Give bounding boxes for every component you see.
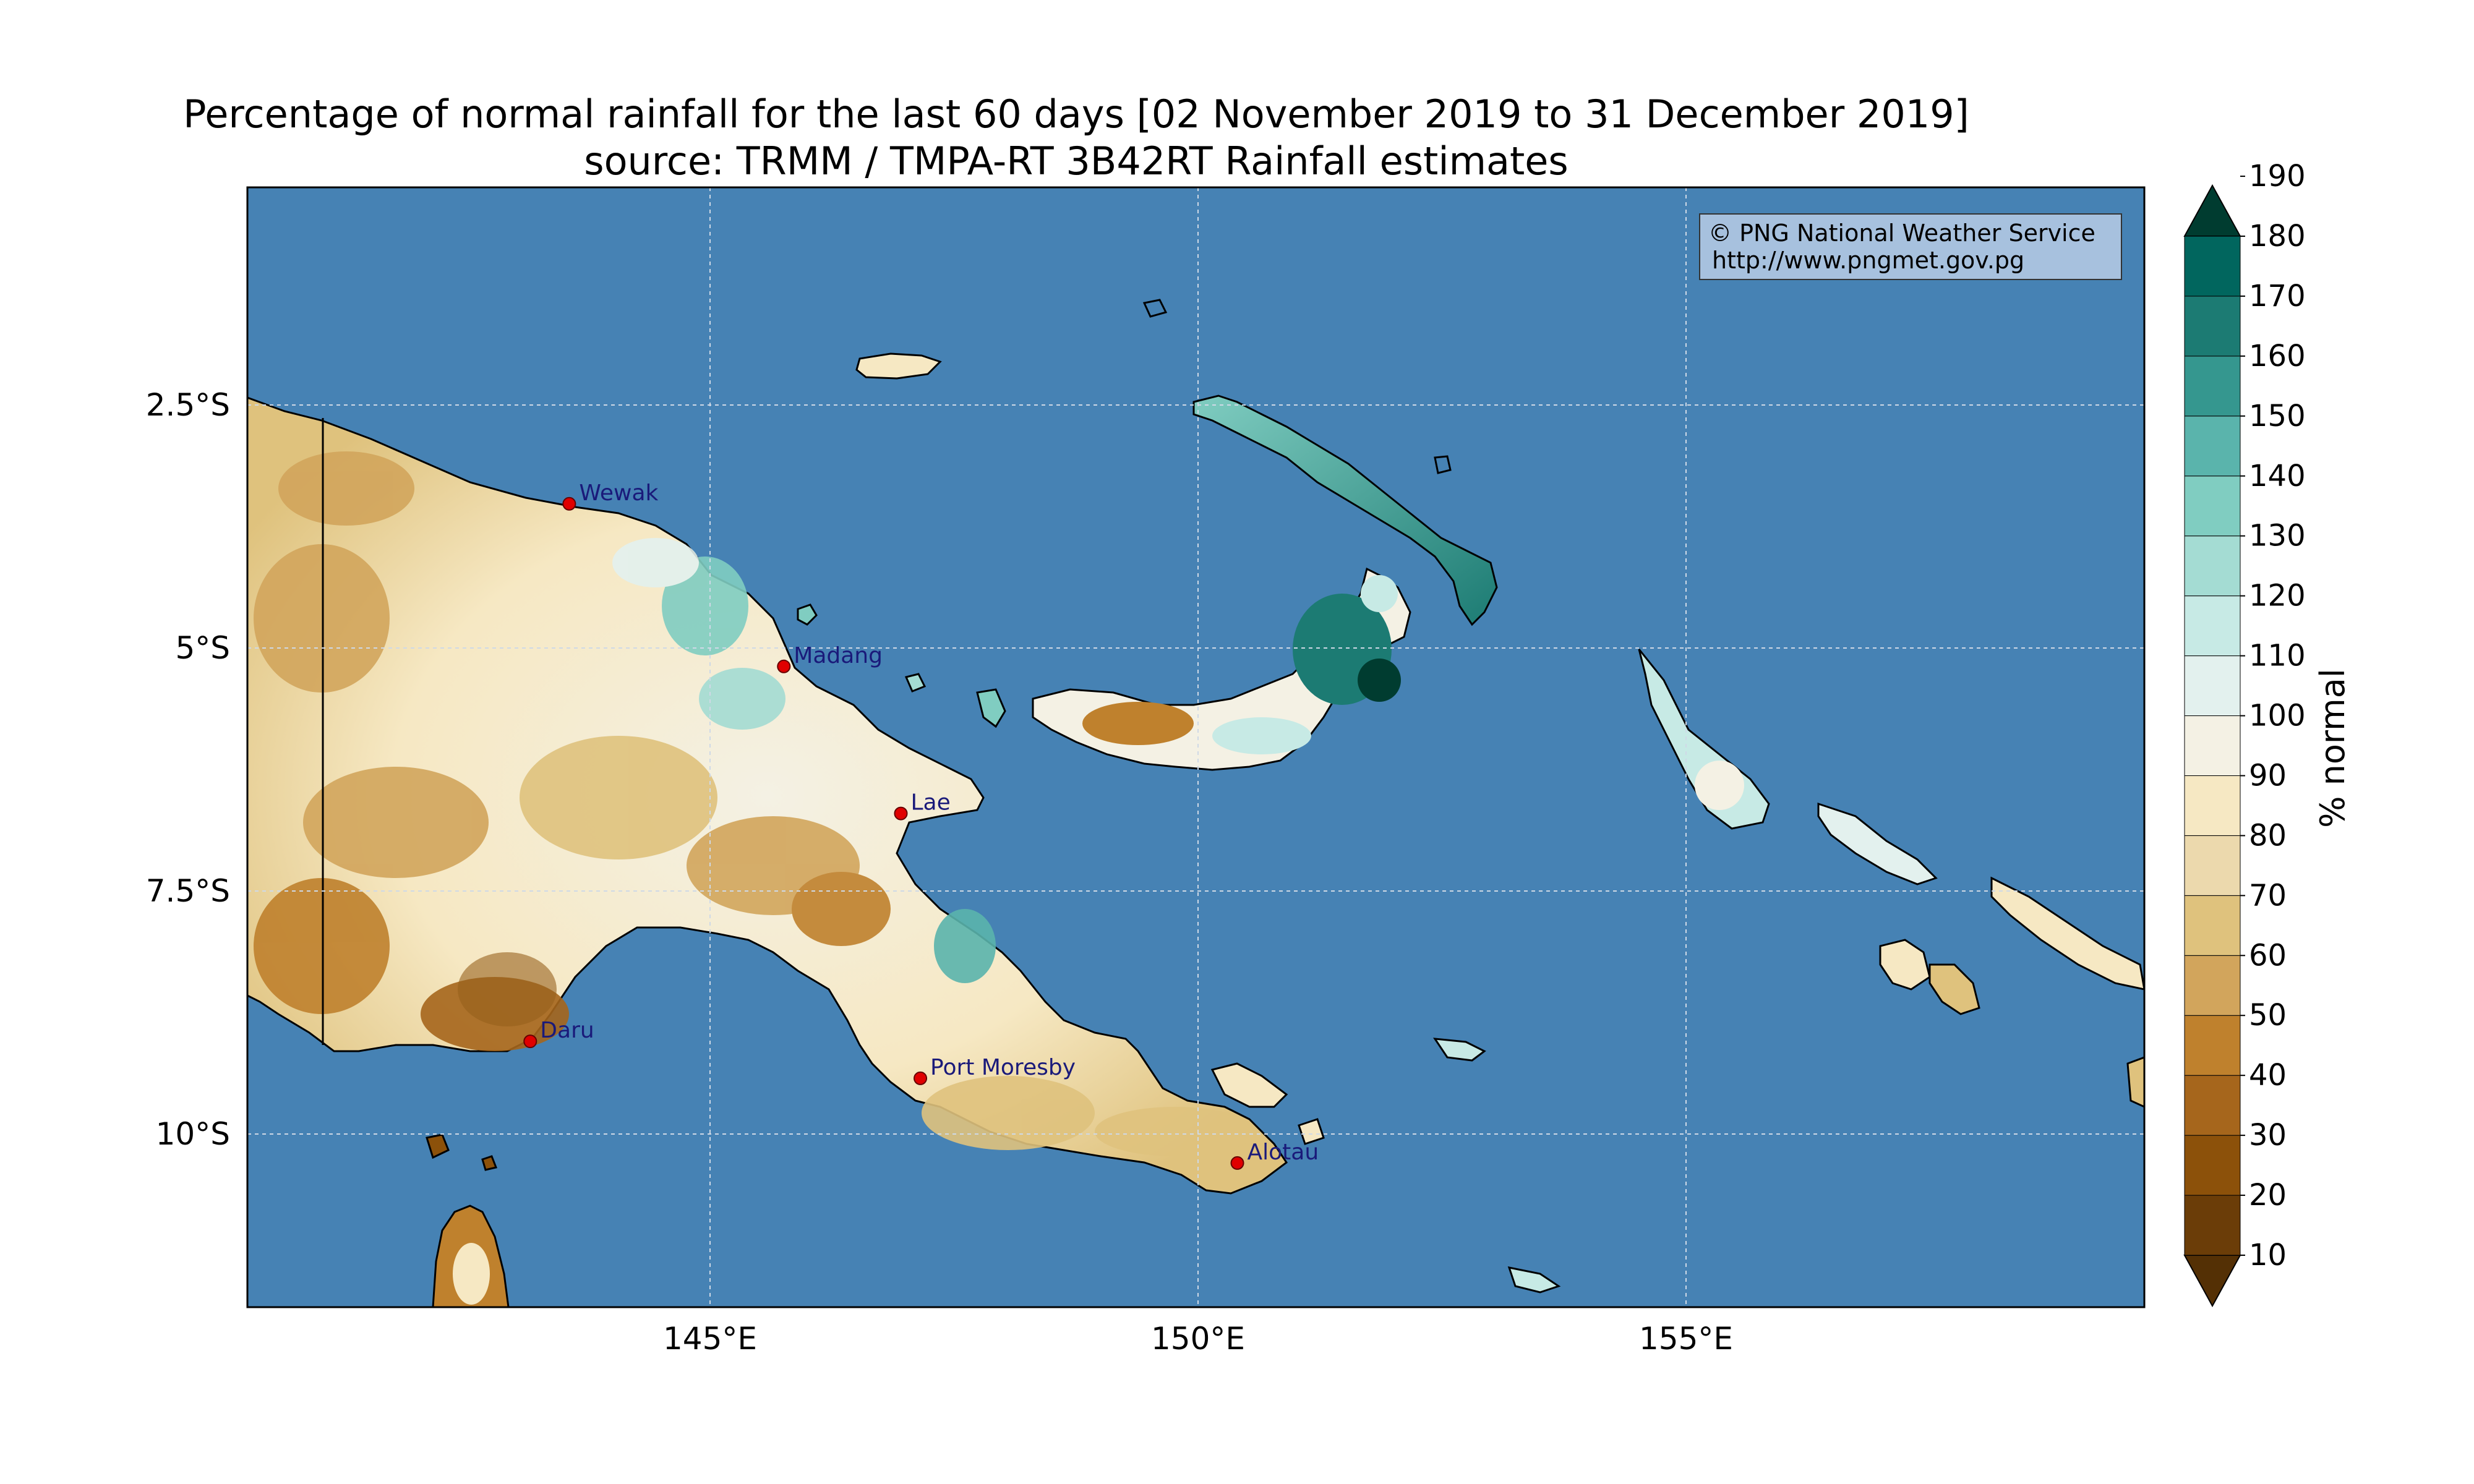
colorbar-segment — [2184, 1015, 2241, 1076]
colorbar-segment — [2184, 296, 2241, 357]
axis-ticks: 145°E 150°E 155°E 2.5°S 5°S 7.5°S 10°S — [146, 387, 1733, 1357]
colorbar-title: % normal — [2313, 668, 2352, 828]
colorbar-tick-label: 130 — [2249, 519, 2306, 553]
colorbar-tick-label: 50 — [2249, 998, 2287, 1033]
city-label: Daru — [540, 1018, 594, 1043]
colorbar-tick-label: 190 — [2249, 159, 2306, 194]
city-label: Alotau — [1248, 1140, 1319, 1165]
colorbar-segment — [2184, 236, 2241, 297]
colorbar-tick-label: 60 — [2249, 938, 2287, 973]
colorbar-tick-label: 160 — [2249, 339, 2306, 373]
mainland-rainfall-shading — [254, 451, 1256, 1156]
new-britain-dry — [1082, 702, 1194, 745]
solomon-isle-1 — [1817, 802, 1938, 885]
colorbar-segment — [2184, 595, 2241, 657]
lat-tick-2-5: 2.5°S — [146, 387, 230, 423]
colorbar-segment — [2184, 1075, 2241, 1136]
colorbar-tick-label: 30 — [2249, 1118, 2287, 1153]
colorbar-segment — [2184, 715, 2241, 776]
city-label: Port Moresby — [930, 1055, 1076, 1080]
colorbar-segment — [2184, 356, 2241, 417]
colorbar-segment — [2184, 416, 2241, 477]
new-ireland — [1192, 394, 1498, 626]
rossel-island — [1507, 1266, 1561, 1294]
city-marker — [523, 1034, 537, 1049]
credit-box: © PNG National Weather Service http://ww… — [1699, 213, 2122, 280]
mussau-island — [1434, 455, 1452, 474]
colorbar-tick-label: 120 — [2249, 579, 2306, 613]
colorbar-tick-label: 10 — [2249, 1238, 2287, 1273]
grid-lines — [247, 187, 2144, 1307]
colorbar-tick-label: 20 — [2249, 1178, 2287, 1213]
lon-tick-150: 150°E — [1151, 1321, 1245, 1357]
woodlark-island — [1432, 1038, 1486, 1062]
colorbar-segment — [2184, 955, 2241, 1016]
colorbar-segment — [2184, 1195, 2241, 1256]
city-markers: Wewak Madang Lae Daru Port Moresby Alotau — [523, 480, 1319, 1170]
torres-island-1 — [426, 1133, 450, 1159]
long-island — [904, 673, 927, 693]
lat-tick-10: 10°S — [156, 1116, 230, 1152]
city-marker — [562, 497, 576, 511]
colorbar-segment — [2184, 1135, 2241, 1196]
manus-island — [855, 352, 942, 380]
solomon-isle-4 — [1928, 963, 1980, 1015]
colorbar-tick-label: 180 — [2249, 219, 2306, 254]
map-subtitle: source: TRMM / TMPA-RT 3B42RT Rainfall e… — [584, 139, 1569, 184]
colorbar-segment — [2184, 655, 2241, 717]
city-label: Madang — [794, 643, 883, 668]
colorbar-top-arrow — [2183, 184, 2241, 237]
map-title: Percentage of normal rainfall for the la… — [183, 92, 1969, 137]
lon-tick-155: 155°E — [1639, 1321, 1733, 1357]
city-marker — [1230, 1156, 1244, 1170]
solomon-isle-2 — [1990, 876, 2144, 991]
admiralty-island — [1142, 299, 1168, 318]
solomon-isle-3 — [1879, 939, 1931, 991]
city-marker — [894, 806, 908, 821]
karkar-island — [797, 603, 818, 626]
dentrecasteaux-2 — [1298, 1118, 1325, 1145]
colorbar-tick-label: 150 — [2249, 399, 2306, 433]
city-label: Lae — [910, 790, 950, 816]
colorbar-tick-label: 100 — [2249, 699, 2306, 733]
colorbar-bottom-arrow — [2183, 1255, 2241, 1308]
lat-tick-7-5: 7.5°S — [146, 873, 230, 909]
credit-line-2: http://www.pngmet.gov.pg — [1712, 247, 2024, 274]
colorbar-segment — [2184, 475, 2241, 537]
solomon-isle-5 — [2126, 1056, 2144, 1108]
umboi-island — [976, 688, 1006, 728]
torres-island-2 — [481, 1155, 498, 1171]
colorbar-segment — [2184, 535, 2241, 597]
colorbar-segment — [2184, 835, 2241, 896]
city-label: Wewak — [579, 480, 658, 506]
colorbar-tick-label: 80 — [2249, 818, 2287, 853]
dentrecasteaux-1 — [1210, 1062, 1288, 1108]
city-marker — [777, 659, 791, 673]
credit-line-1: © PNG National Weather Service — [1708, 220, 2095, 247]
lon-tick-145: 145°E — [663, 1321, 757, 1357]
colorbar: 10 20 30 40 50 60 70 80 90 100 110 120 130 140 150 160 1… — [2183, 159, 2306, 1308]
colorbar-segment — [2184, 775, 2241, 836]
colorbar-tick-label: 170 — [2249, 279, 2306, 313]
colorbar-tick-label: 70 — [2249, 878, 2287, 913]
colorbar-tick-label: 140 — [2249, 459, 2306, 493]
lat-tick-5: 5°S — [175, 630, 230, 666]
colorbar-tick-label: 110 — [2249, 639, 2306, 673]
city-marker — [914, 1071, 928, 1085]
colorbar-tick-label: 40 — [2249, 1058, 2287, 1093]
colorbar-segment — [2184, 895, 2241, 956]
colorbar-tick-label: 90 — [2249, 758, 2287, 793]
map-frame — [246, 186, 2146, 1308]
